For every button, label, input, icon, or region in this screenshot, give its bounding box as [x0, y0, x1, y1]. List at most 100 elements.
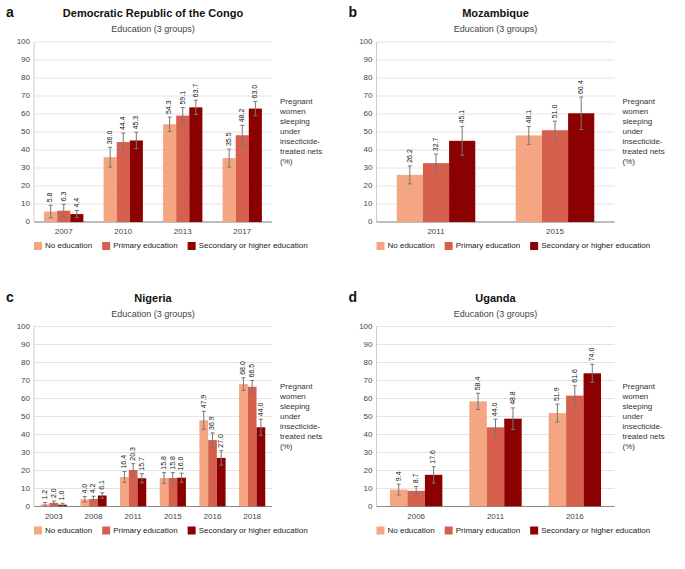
bar — [138, 478, 147, 506]
y-tick-label: 30 — [21, 448, 30, 457]
error-stem — [478, 393, 479, 409]
data-label: 32.7 — [432, 137, 439, 151]
bar — [516, 135, 542, 222]
legend-item: Primary education — [102, 526, 177, 535]
error-bar — [181, 108, 185, 124]
plot-area — [390, 364, 601, 506]
legend-swatch — [34, 242, 42, 250]
y-tick-label: 80 — [364, 358, 373, 367]
data-label: 16.4 — [120, 455, 127, 469]
error-cap — [219, 450, 223, 451]
error-cap — [61, 506, 65, 507]
error-cap — [134, 132, 138, 133]
data-label: 48.2 — [238, 109, 245, 123]
error-stem — [555, 121, 556, 139]
error-bar — [253, 101, 257, 115]
legend-label: No education — [45, 526, 92, 535]
error-bar — [211, 433, 215, 447]
y-axis-label-line: treated nets — [280, 432, 322, 441]
error-stem — [462, 126, 463, 155]
error-cap — [253, 115, 257, 116]
legend-swatch — [530, 527, 538, 535]
bar — [176, 116, 189, 222]
error-cap — [43, 506, 47, 507]
error-cap — [553, 121, 557, 122]
legend-swatch — [188, 527, 196, 535]
data-labels: 5.836.054.335.56.344.459.148.24.445.363.… — [47, 83, 259, 207]
error-cap — [122, 482, 126, 483]
bar — [248, 387, 257, 507]
y-tick-label: 30 — [21, 163, 30, 172]
y-axis-line — [34, 42, 35, 222]
error-cap — [61, 503, 65, 504]
grid-line — [377, 78, 615, 79]
y-tick-label: 50 — [21, 127, 30, 136]
error-cap — [241, 390, 245, 391]
error-bar — [227, 149, 231, 167]
error-cap — [250, 380, 254, 381]
data-label: 61.6 — [571, 369, 578, 383]
y-tick-label: 100 — [359, 322, 373, 331]
error-stem — [512, 408, 513, 430]
bar — [177, 478, 186, 507]
plot-area — [44, 100, 262, 222]
grid-line — [34, 434, 272, 435]
error-cap — [140, 473, 144, 474]
bar — [189, 107, 202, 222]
error-stem — [181, 473, 182, 482]
error-cap — [434, 172, 438, 173]
bar — [223, 158, 236, 222]
error-cap — [227, 149, 231, 150]
data-label: 47.9 — [200, 395, 207, 409]
error-stem — [495, 419, 496, 435]
error-cap — [83, 502, 87, 503]
error-bar — [171, 473, 175, 484]
grid-line — [377, 326, 615, 327]
y-axis-label-line: Pregnant — [280, 382, 313, 391]
error-bar — [180, 473, 184, 482]
legend-item: Primary education — [445, 241, 520, 250]
error-cap — [573, 385, 577, 386]
panel: aDemocratic Republic of the CongoEducati… — [6, 4, 322, 250]
grid-line — [34, 42, 272, 43]
y-axis-label-line: women — [279, 107, 306, 116]
data-label: 45.3 — [132, 116, 139, 130]
x-tick-label: 2015 — [546, 227, 564, 236]
bar — [568, 113, 594, 222]
y-axis-label-line: insecticide- — [280, 422, 320, 431]
error-cap — [211, 447, 215, 448]
y-tick-label: 0 — [26, 502, 31, 511]
data-label: 1.0 — [58, 490, 65, 500]
error-bar — [476, 393, 480, 409]
grid-line — [34, 344, 272, 345]
title: Democratic Republic of the Congo — [63, 7, 244, 19]
error-cap — [397, 494, 401, 495]
bar — [487, 427, 504, 506]
grid-line — [34, 506, 272, 507]
error-bar — [108, 147, 112, 167]
legend-label: Secondary or higher education — [541, 241, 650, 250]
x-tick-label: 2010 — [114, 227, 132, 236]
error-bar — [460, 126, 464, 155]
grid-line — [377, 380, 615, 381]
error-stem — [136, 132, 137, 148]
error-stem — [221, 451, 222, 465]
y-tick-label: 100 — [359, 37, 373, 46]
data-label: 74.0 — [588, 348, 595, 362]
error-bar — [555, 404, 559, 422]
legend-swatch — [102, 527, 110, 535]
legend: No educationPrimary educationSecondary o… — [377, 241, 651, 250]
chart-root: aDemocratic Republic of the CongoEducati… — [0, 0, 685, 569]
data-label: 4.2 — [89, 483, 96, 493]
data-label: 9.4 — [395, 471, 402, 481]
bar — [504, 419, 521, 507]
legend-item: No education — [34, 241, 92, 250]
y-axis-label-line: treated nets — [623, 432, 665, 441]
y-tick-label: 20 — [364, 466, 373, 475]
bar — [469, 401, 486, 506]
y-tick-label: 40 — [21, 145, 30, 154]
data-label: 44.4 — [119, 116, 126, 130]
legend-swatch — [102, 242, 110, 250]
error-cap — [171, 483, 175, 484]
error-stem — [574, 386, 575, 406]
